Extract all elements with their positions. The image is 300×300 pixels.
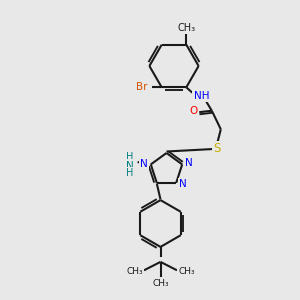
Text: S: S — [214, 142, 221, 155]
Text: CH₃: CH₃ — [178, 267, 195, 276]
Text: N: N — [126, 160, 134, 171]
Text: NH: NH — [194, 91, 209, 101]
Text: O: O — [190, 106, 198, 116]
Text: Br: Br — [136, 82, 148, 92]
Text: H: H — [126, 152, 134, 162]
Text: N: N — [185, 158, 193, 168]
Text: N: N — [179, 179, 187, 189]
Text: CH₃: CH₃ — [152, 279, 169, 288]
Text: N: N — [140, 159, 148, 170]
Text: H: H — [126, 168, 134, 178]
Text: CH₃: CH₃ — [177, 22, 195, 33]
Text: CH₃: CH₃ — [126, 267, 143, 276]
